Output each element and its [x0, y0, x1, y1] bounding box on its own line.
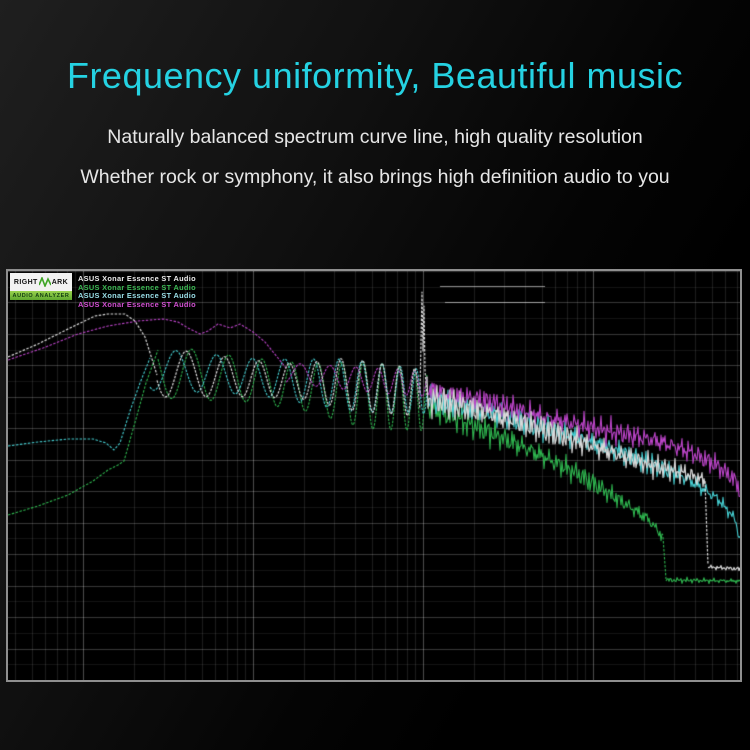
- subtitle-line-2: Whether rock or symphony, it also brings…: [80, 166, 670, 188]
- spectrum-canvas: [8, 271, 740, 680]
- page-title: Frequency uniformity, Beautiful music: [66, 55, 684, 96]
- logo-text-right: ARK: [51, 278, 69, 286]
- legend-entry: ASUS Xonar Essence ST Audio: [78, 300, 196, 310]
- chart-legend: ASUS Xonar Essence ST Audio ASUS Xonar Es…: [78, 274, 196, 310]
- waveform-icon: [38, 277, 51, 287]
- legend-entry: ASUS Xonar Essence ST Audio: [78, 282, 196, 292]
- subtitle-line-1: Naturally balanced spectrum curve line, …: [107, 126, 643, 148]
- logo-text-left: RIGHT: [13, 278, 38, 286]
- spectrum-chart: RIGHT ARK AUDIO ANALYZER ASUS Xonar Esse…: [6, 269, 742, 682]
- rightmark-logo: RIGHT ARK AUDIO ANALYZER: [10, 273, 72, 300]
- rightmark-logo-top: RIGHT ARK: [10, 273, 72, 291]
- legend-entry: ASUS Xonar Essence ST Audio: [78, 274, 196, 283]
- rightmark-logo-bottom: AUDIO ANALYZER: [10, 291, 72, 300]
- legend-entry: ASUS Xonar Essence ST Audio: [78, 291, 196, 301]
